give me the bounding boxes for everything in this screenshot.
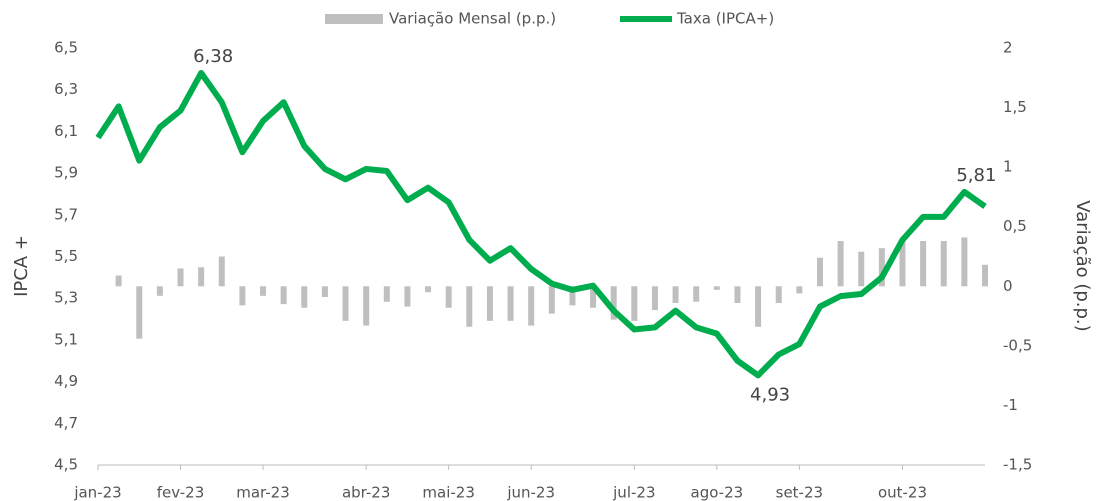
bar bbox=[507, 286, 514, 321]
bar bbox=[940, 241, 947, 287]
data-label: 4,93 bbox=[750, 384, 790, 405]
data-label: 6,38 bbox=[193, 46, 233, 67]
y-axis-label: IPCA + bbox=[11, 235, 32, 297]
line bbox=[95, 70, 987, 379]
bar bbox=[115, 275, 122, 287]
bar bbox=[321, 286, 328, 298]
bar bbox=[569, 286, 576, 306]
bar bbox=[693, 286, 700, 302]
bar bbox=[796, 286, 803, 294]
x-tick-label: abr-23 bbox=[342, 484, 390, 501]
bar bbox=[920, 241, 927, 287]
y-tick-label: 6,1 bbox=[54, 122, 78, 140]
y2-tick-label: 0,5 bbox=[1003, 217, 1027, 235]
y-tick-label: 5,3 bbox=[54, 289, 78, 307]
y-tick-label: 5,1 bbox=[54, 330, 78, 348]
bar bbox=[837, 241, 844, 287]
bar bbox=[672, 286, 679, 303]
bar bbox=[528, 286, 535, 326]
y-tick-label: 5,5 bbox=[54, 247, 78, 265]
bar bbox=[713, 286, 720, 290]
bar bbox=[631, 286, 638, 321]
y-tick-label: 6,5 bbox=[54, 39, 78, 57]
bar bbox=[136, 286, 143, 339]
bar bbox=[280, 286, 287, 305]
x-tick-label: fev-23 bbox=[157, 484, 204, 501]
x-tick-label: ago-23 bbox=[691, 484, 744, 501]
bar bbox=[239, 286, 246, 306]
bar bbox=[156, 286, 163, 296]
x-tick-label: jul-23 bbox=[612, 484, 655, 501]
bar bbox=[383, 286, 390, 302]
bar bbox=[342, 286, 349, 321]
bar bbox=[858, 251, 865, 287]
bar bbox=[425, 286, 432, 293]
y-tick-label: 4,7 bbox=[54, 414, 78, 432]
x-tick-label: jan-23 bbox=[73, 484, 121, 501]
y2-axis-label: Variação (p.p.) bbox=[1072, 200, 1093, 331]
bar bbox=[899, 241, 906, 287]
bar bbox=[755, 286, 762, 327]
bar bbox=[486, 286, 493, 321]
x-tick-label: set-23 bbox=[776, 484, 823, 501]
bar bbox=[734, 286, 741, 303]
y-tick-label: 4,5 bbox=[54, 456, 78, 474]
bar bbox=[878, 248, 885, 287]
legend-swatch bbox=[325, 14, 383, 24]
y-tick-label: 5,9 bbox=[54, 164, 78, 182]
bar bbox=[363, 286, 370, 326]
y2-tick-label: 1 bbox=[1003, 158, 1013, 176]
y-tick-label: 6,3 bbox=[54, 80, 78, 98]
bar bbox=[218, 256, 225, 287]
y2-tick-label: -1 bbox=[1003, 396, 1018, 414]
bar bbox=[610, 286, 617, 320]
bar bbox=[816, 257, 823, 287]
bar bbox=[982, 264, 988, 287]
x-tick-label: mar-23 bbox=[236, 484, 290, 501]
bar bbox=[260, 286, 267, 296]
y2-tick-label: 1,5 bbox=[1003, 98, 1027, 116]
y2-tick-label: -0,5 bbox=[1003, 336, 1032, 354]
y2-tick-label: -1,5 bbox=[1003, 456, 1032, 474]
y-tick-label: 5,7 bbox=[54, 205, 78, 223]
x-tick-label: jun-23 bbox=[506, 484, 555, 501]
bar bbox=[198, 267, 205, 287]
y2-tick-label: 0 bbox=[1003, 277, 1013, 295]
bar bbox=[177, 268, 184, 287]
x-tick-label: out-23 bbox=[878, 484, 927, 501]
legend-label: Taxa (IPCA+) bbox=[676, 10, 774, 28]
legend-label: Variação Mensal (p.p.) bbox=[389, 10, 556, 28]
bar bbox=[775, 286, 782, 303]
y-tick-label: 4,9 bbox=[54, 372, 78, 390]
bar bbox=[404, 286, 411, 307]
bar bbox=[961, 237, 968, 287]
bar bbox=[301, 286, 308, 308]
data-label: 5,81 bbox=[956, 165, 996, 186]
bar bbox=[466, 286, 473, 327]
y2-tick-label: 2 bbox=[1003, 39, 1013, 57]
bar bbox=[548, 286, 555, 314]
bar bbox=[445, 286, 452, 308]
bar bbox=[590, 286, 597, 308]
bar bbox=[651, 286, 658, 311]
x-tick-label: mai-23 bbox=[422, 484, 474, 501]
